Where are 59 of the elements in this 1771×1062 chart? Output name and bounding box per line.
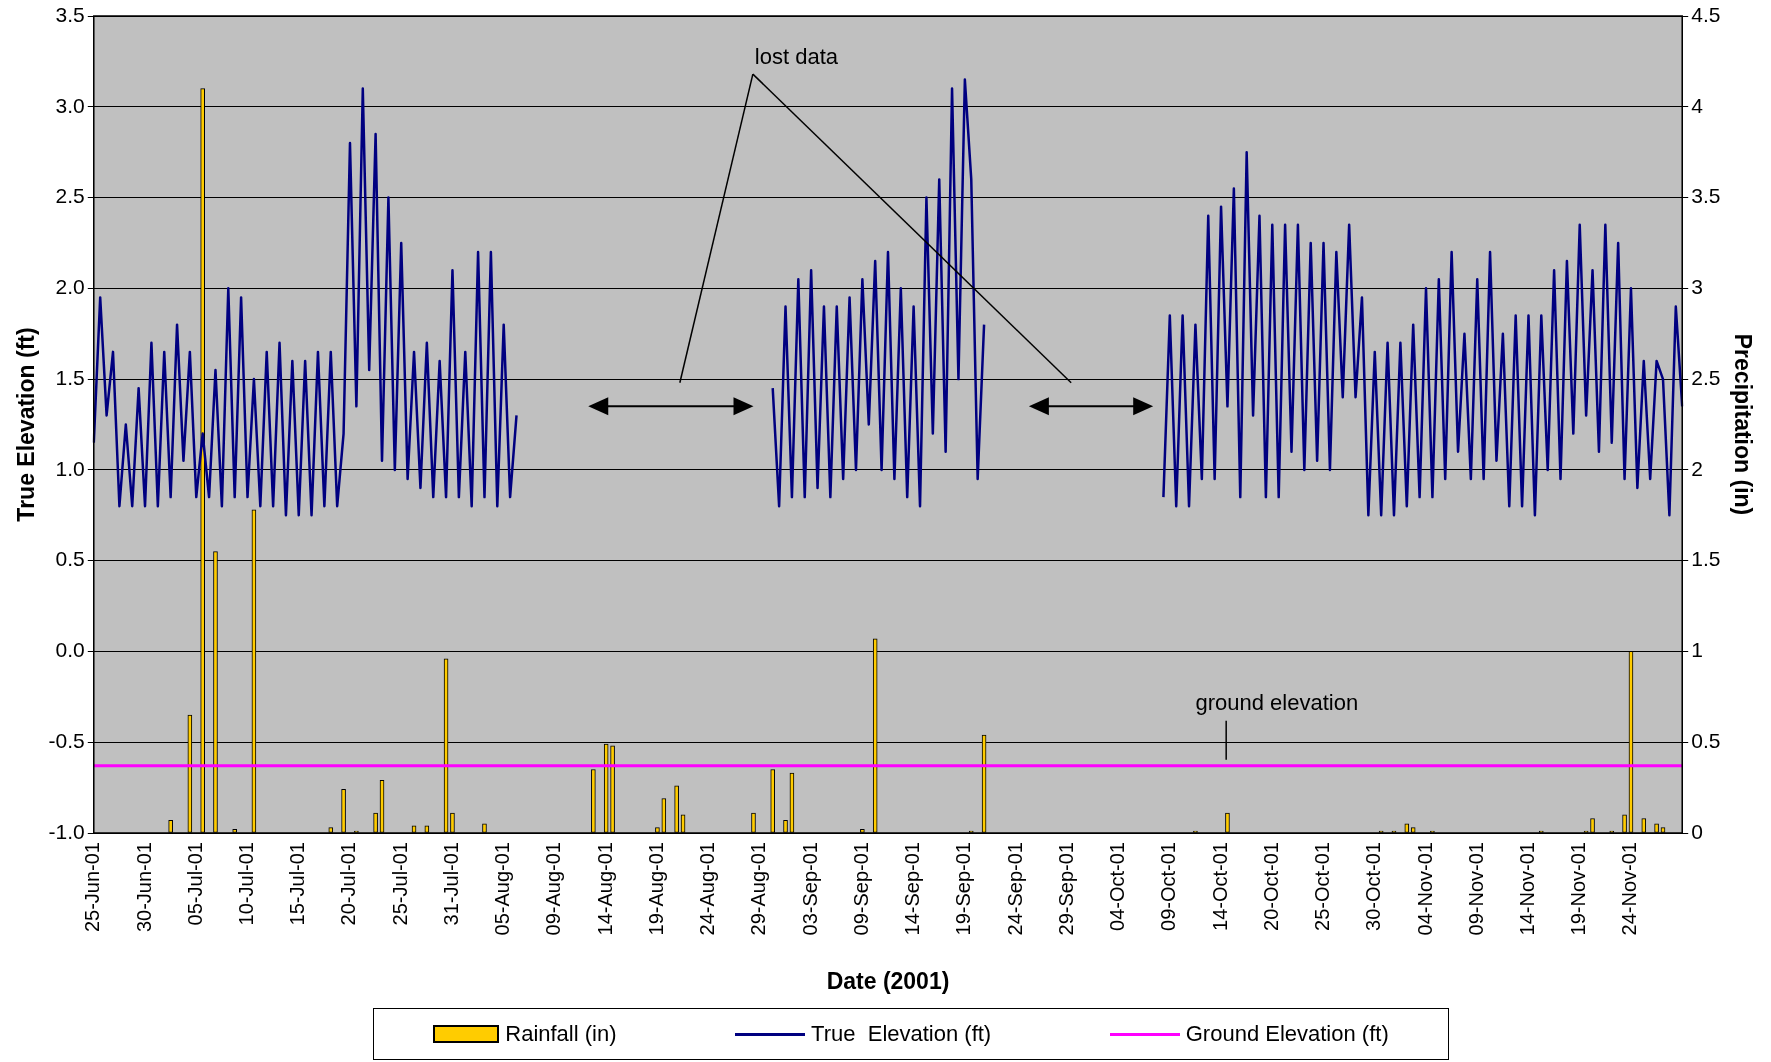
x-tick-label: 03-Sep-01 [798,842,821,936]
x-tick-label: 20-Jul-01 [337,842,360,926]
x-tick-label: 09-Nov-01 [1464,842,1487,936]
x-tick-label: 29-Aug-01 [747,842,770,936]
x-tick-label: 14-Aug-01 [593,842,616,936]
y-tick-label: 2.0 [55,275,85,299]
x-tick-label: 31-Jul-01 [439,842,462,926]
x-tick-label: 15-Jul-01 [286,842,309,926]
y2-tick-label: 4.5 [1691,2,1721,26]
x-tick-label: 30-Jun-01 [132,842,155,933]
x-tick-label: 05-Jul-01 [183,842,206,926]
x-tick-label: 10-Jul-01 [235,842,258,926]
x-axis-title: Date (2001) [826,967,950,994]
y2-tick-label: 3.5 [1691,184,1721,208]
x-tick-label: 09-Oct-01 [1157,842,1180,931]
y-tick-label: 2.5 [55,184,85,208]
y2-tick-label: 1 [1691,638,1703,662]
y2-axis-title: Precipitation (in) [1729,333,1756,516]
x-tick-label: 14-Sep-01 [901,842,924,936]
y-tick-label: 3.5 [55,2,85,26]
y2-tick-label: 2.5 [1691,365,1721,389]
x-tick-label: 25-Jul-01 [388,842,411,926]
x-tick-label: 24-Nov-01 [1618,842,1641,936]
annotation: lost data [754,43,839,69]
y2-tick-label: 0.5 [1691,729,1721,753]
y-tick-label: 3.0 [55,93,85,117]
x-tick-label: 19-Nov-01 [1567,842,1590,936]
y-tick-label: 0.0 [55,638,85,662]
x-tick-label: 24-Sep-01 [1003,842,1026,936]
y-axis-title: True Elevation (ft) [13,327,40,522]
y2-tick-label: 3 [1691,275,1703,299]
x-tick-label: 09-Sep-01 [849,842,872,936]
y2-tick-label: 4 [1691,93,1704,117]
legend-label: Ground Elevation (ft) [1185,1021,1389,1047]
x-tick-label: 14-Nov-01 [1516,842,1538,936]
x-tick-label: 25-Oct-01 [1311,842,1334,931]
y-tick-label: 1.0 [55,456,85,480]
y2-tick-label: 2 [1691,456,1703,480]
x-tick-label: 05-Aug-01 [491,842,514,936]
x-tick-label: 04-Oct-01 [1106,842,1129,931]
y2-tick-label: 0 [1691,819,1703,843]
y-tick-label: 1.5 [55,365,85,389]
x-tick-label: 14-Oct-01 [1208,842,1231,931]
x-tick-label: 24-Aug-01 [696,842,719,936]
x-tick-label: 19-Aug-01 [644,842,667,936]
y-tick-label: -1.0 [48,819,85,843]
legend-label: True Elevation (ft) [811,1021,992,1047]
x-tick-label: 19-Sep-01 [952,842,975,936]
y-tick-label: -0.5 [48,729,85,753]
x-tick-label: 04-Nov-01 [1413,842,1436,936]
legend-label: Rainfall (in) [505,1021,617,1047]
annotation: ground elevation [1195,689,1359,715]
y-tick-label: 0.5 [55,547,85,571]
y2-tick-label: 1.5 [1691,547,1721,571]
x-tick-label: 09-Aug-01 [542,842,565,936]
x-tick-label: 30-Oct-01 [1362,842,1385,931]
x-tick-label: 29-Sep-01 [1054,842,1077,936]
x-tick-label: 25-Jun-01 [81,842,104,933]
x-tick-label: 20-Oct-01 [1259,842,1282,931]
